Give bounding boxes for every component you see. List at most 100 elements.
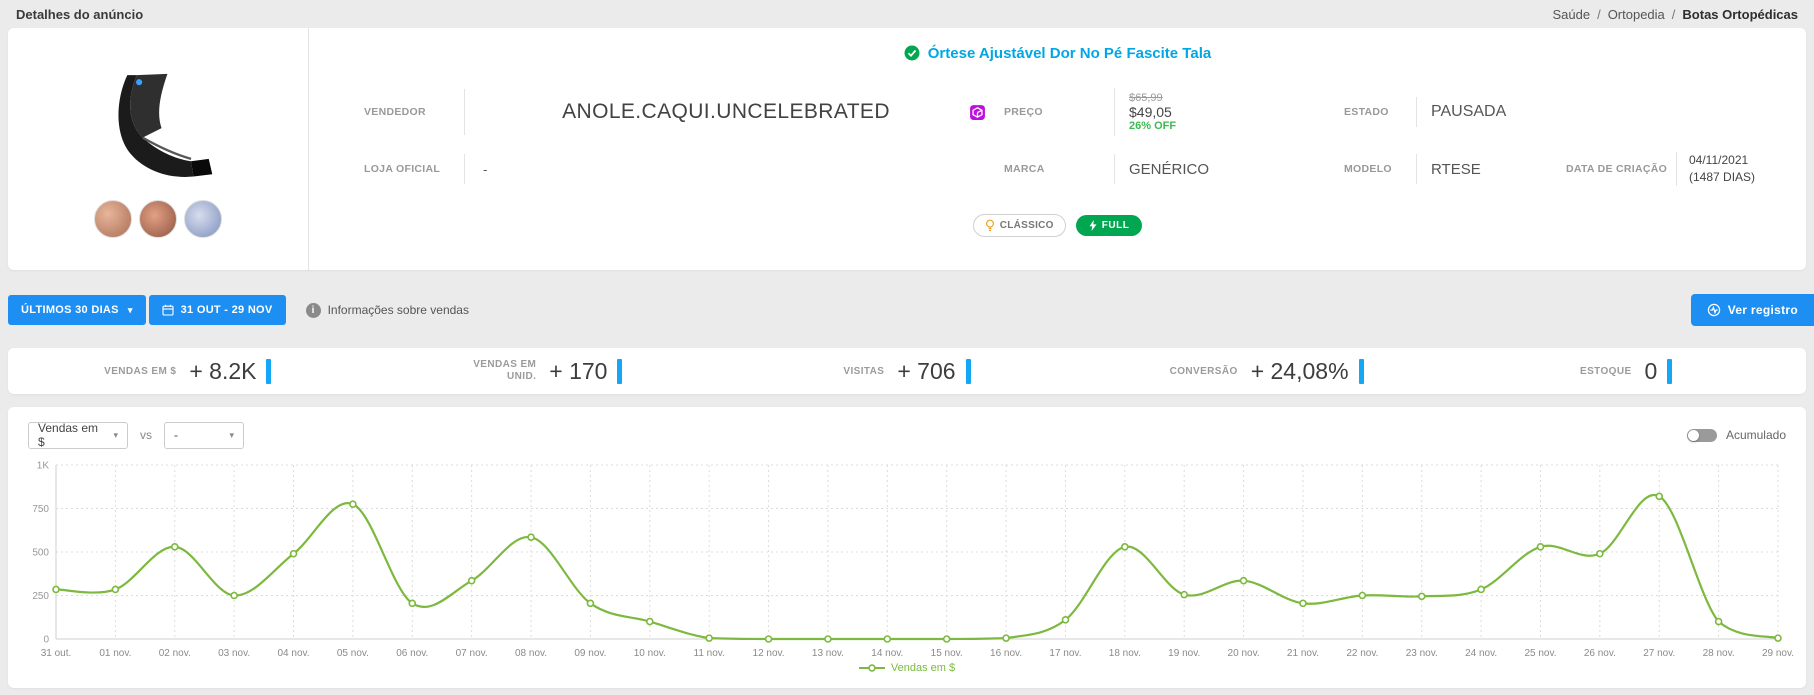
breadcrumb: Saúde / Ortopedia / Botas Ortopédicas — [1552, 7, 1798, 22]
sales-toolbar: ÚLTIMOS 30 DIAS ▾ 31 OUT - 29 NOV i Info… — [8, 294, 1814, 326]
svg-text:20 nov.: 20 nov. — [1228, 648, 1260, 659]
kpi-vendas-em-unidades: VENDAS EM UNID. + 170 — [368, 358, 728, 385]
product-thumbnails — [94, 200, 222, 238]
date-range-label: 31 OUT - 29 NOV — [180, 304, 273, 316]
chart-legend[interactable]: Vendas em $ — [8, 662, 1806, 674]
breadcrumb-separator: / — [1671, 6, 1676, 22]
chart-controls: Vendas em $ ▾ vs - ▾ Acumulado — [8, 421, 1806, 449]
product-thumbnail[interactable] — [94, 200, 132, 238]
svg-text:13 nov.: 13 nov. — [812, 648, 844, 659]
kpi-bar — [617, 358, 623, 384]
metric-select-value: Vendas em $ — [38, 421, 99, 449]
product-title-link[interactable]: Órtese Ajustável Dor No Pé Fascite Tala — [927, 44, 1212, 62]
info-icon[interactable]: i — [305, 302, 321, 318]
preco-label: PREÇO — [1004, 106, 1043, 118]
svg-text:26 nov.: 26 nov. — [1584, 648, 1616, 659]
kpi-visitas: VISITAS + 706 — [727, 358, 1087, 385]
view-register-button[interactable]: Ver registro — [1690, 294, 1814, 326]
kpi-estoque: ESTOQUE 0 — [1446, 358, 1806, 385]
kpi-bar — [1358, 358, 1364, 384]
compare-select-value: - — [174, 428, 178, 442]
legend-label: Vendas em $ — [890, 662, 956, 674]
vendedor-value: ANOLE.CAQUI.UNCELEBRATED — [464, 89, 1004, 135]
loja-oficial-label: LOJA OFICIAL — [364, 163, 441, 175]
kpi-bar — [1667, 358, 1673, 384]
kpi-label: ESTOQUE — [1580, 365, 1632, 377]
accumulated-toggle[interactable] — [1686, 428, 1717, 442]
kpi-label: VENDAS EM UNID. — [473, 358, 537, 383]
svg-text:12 nov.: 12 nov. — [753, 648, 785, 659]
product-fields-row-2: LOJA OFICIAL - MARCA GENÉRICO MODELO RTE… — [309, 148, 1806, 190]
view-register-label: Ver registro — [1727, 303, 1798, 317]
date-range-button[interactable]: 31 OUT - 29 NOV — [148, 295, 286, 325]
svg-text:16 nov.: 16 nov. — [990, 648, 1022, 659]
metric-select[interactable]: Vendas em $ ▾ — [28, 421, 128, 449]
breadcrumb-item-ortopedia[interactable]: Ortopedia — [1607, 6, 1665, 22]
kpi-bar — [266, 358, 272, 384]
data-criacao-value: 04/11/2021 (1487 DIAS) — [1676, 151, 1806, 187]
period-dropdown-label: ÚLTIMOS 30 DIAS — [21, 304, 119, 316]
catalog-icon — [970, 104, 985, 120]
chevron-down-icon: ▾ — [113, 429, 118, 440]
breadcrumb-item-botas-ortopedicas[interactable]: Botas Ortopédicas — [1682, 6, 1798, 22]
classico-badge-label: CLÁSSICO — [999, 220, 1054, 231]
svg-text:07 nov.: 07 nov. — [456, 648, 488, 659]
svg-text:24 nov.: 24 nov. — [1465, 648, 1497, 659]
svg-text:05 nov.: 05 nov. — [337, 648, 369, 659]
vertical-divider — [308, 28, 309, 270]
svg-text:11 nov.: 11 nov. — [694, 648, 725, 659]
modelo-label: MODELO — [1344, 163, 1392, 175]
svg-text:21 nov.: 21 nov. — [1287, 648, 1319, 659]
kpi-conversao: CONVERSÃO + 24,08% — [1087, 358, 1447, 385]
legend-line-icon — [858, 664, 885, 672]
svg-text:750: 750 — [32, 504, 49, 515]
sales-info-text: Informações sobre vendas — [327, 303, 469, 317]
estado-label: ESTADO — [1344, 106, 1389, 118]
top-bar: Detalhes do anúncio Saúde / Ortopedia / … — [0, 0, 1814, 28]
breadcrumb-item-saude[interactable]: Saúde — [1552, 6, 1591, 22]
compare-select[interactable]: - ▾ — [164, 421, 244, 449]
product-fields-row-1: VENDEDOR ANOLE.CAQUI.UNCELEBRATED PREÇO … — [309, 88, 1806, 136]
product-thumbnail[interactable] — [184, 200, 222, 238]
data-criacao-label: DATA DE CRIAÇÃO — [1566, 163, 1668, 175]
listing-badges: CLÁSSICO FULL — [309, 214, 1806, 237]
price-current: $49,05 — [1129, 104, 1172, 120]
accumulated-label: Acumulado — [1725, 428, 1786, 442]
product-info-column: Órtese Ajustável Dor No Pé Fascite Tala … — [309, 28, 1806, 270]
seller-name[interactable]: ANOLE.CAQUI.UNCELEBRATED — [562, 100, 890, 123]
sales-line-chart: 1K 750 500 250 0 31 out. 01 nov. 02 nov. 03 nov.… — [32, 461, 1794, 660]
kpi-label: VENDAS EM $ — [104, 365, 177, 377]
svg-text:10 nov.: 10 nov. — [634, 648, 666, 659]
kpi-summary-bar: VENDAS EM $ + 8.2K VENDAS EM UNID. + 170… — [8, 348, 1806, 394]
period-dropdown-button[interactable]: ÚLTIMOS 30 DIAS ▾ — [8, 295, 146, 325]
svg-text:1K: 1K — [37, 461, 50, 472]
svg-text:22 nov.: 22 nov. — [1346, 648, 1378, 659]
svg-text:0: 0 — [43, 635, 49, 646]
kpi-value: + 706 — [897, 358, 971, 385]
vs-label: vs — [140, 428, 152, 442]
marca-label: MARCA — [1004, 163, 1045, 175]
breadcrumb-separator: / — [1597, 6, 1601, 22]
kpi-vendas-em-dinheiro: VENDAS EM $ + 8.2K — [8, 358, 368, 385]
lightbulb-icon — [985, 219, 994, 231]
page-title: Detalhes do anúncio — [16, 6, 144, 22]
verified-check-icon — [904, 45, 920, 61]
price-discount-badge: 26% OFF — [1129, 120, 1177, 132]
vendedor-label: VENDEDOR — [364, 106, 426, 118]
svg-text:02 nov.: 02 nov. — [159, 648, 191, 659]
activity-icon — [1707, 303, 1720, 317]
chevron-down-icon: ▾ — [229, 429, 234, 440]
estado-value: PAUSADA — [1416, 97, 1806, 127]
svg-text:08 nov.: 08 nov. — [515, 648, 547, 659]
svg-text:04 nov.: 04 nov. — [277, 648, 309, 659]
creation-date: 04/11/2021 — [1689, 152, 1749, 167]
sales-info: i Informações sobre vendas — [305, 302, 469, 318]
product-thumbnail[interactable] — [139, 200, 177, 238]
product-photo[interactable] — [99, 68, 217, 186]
kpi-value: + 8.2K — [189, 358, 272, 385]
product-details-card: Órtese Ajustável Dor No Pé Fascite Tala … — [8, 28, 1806, 270]
svg-text:25 nov.: 25 nov. — [1524, 648, 1556, 659]
svg-text:500: 500 — [32, 548, 49, 559]
kpi-label: VISITAS — [843, 365, 885, 377]
lightning-icon — [1089, 220, 1097, 231]
